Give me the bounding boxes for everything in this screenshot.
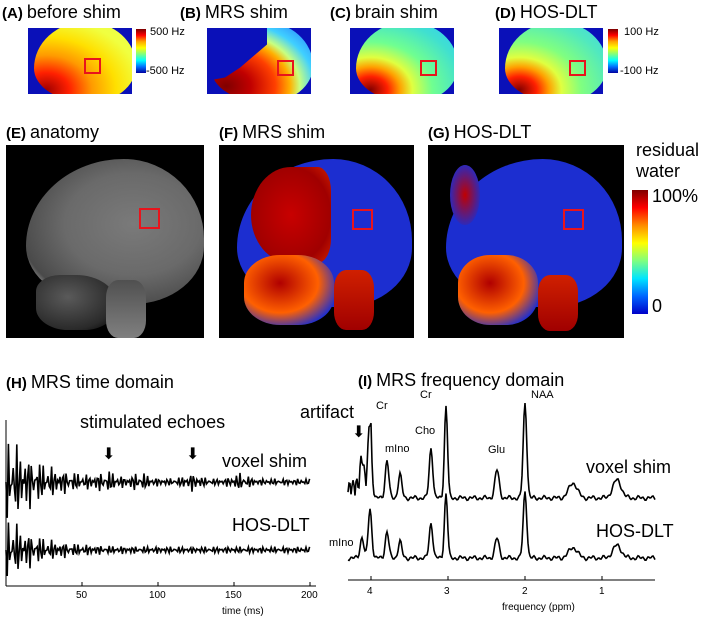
colorbar-field-100 — [608, 29, 618, 73]
x-tick-label: 2 — [522, 586, 528, 597]
voxel-roi — [420, 60, 437, 76]
panel-e-label: (E) anatomy — [6, 122, 100, 142]
peak-label-naa: NAA — [531, 389, 554, 401]
trace-label-hos-dlt: HOS-DLT — [232, 515, 310, 535]
x-axis-label: frequency (ppm) — [502, 602, 575, 613]
colorbar-max-label: 500 Hz — [150, 26, 185, 38]
voxel-roi — [84, 58, 101, 74]
arrow-down-icon: ⬇ — [102, 446, 116, 463]
artifact-annotation: artifact — [300, 402, 355, 422]
time-domain-plot — [5, 420, 316, 587]
arrow-down-icon: ⬇ — [352, 424, 366, 441]
frequency-domain-plot — [347, 402, 656, 581]
time-trace-hos-dlt — [5, 522, 311, 577]
colorbar-residual-water — [632, 190, 648, 314]
panel-c-label: (C) brain shim — [330, 2, 438, 22]
panel-b-label: (B) MRS shim — [180, 2, 288, 22]
peak-label-cho: Cho — [415, 425, 436, 437]
fieldmap-hos-dlt — [499, 28, 603, 94]
panel-h-label: (H) MRS time domain — [6, 372, 174, 392]
x-tick-label: 100 — [149, 590, 166, 601]
trace-label-voxel-shim: voxel shim — [222, 451, 308, 471]
anatomy-image — [6, 145, 204, 338]
peak-label-glu: Glu — [488, 444, 506, 456]
colorbar-max-label: 100 Hz — [624, 26, 659, 38]
x-tick-label: 1 — [599, 586, 605, 597]
colorbar-min-label: -500 Hz — [146, 65, 185, 77]
trace-label-hos-dlt: HOS-DLT — [596, 521, 674, 541]
x-tick-label: 50 — [76, 590, 88, 601]
arrow-down-icon: ⬇ — [186, 446, 200, 463]
colorbar-max-label: 100% — [652, 186, 699, 206]
x-tick-label: 4 — [367, 586, 373, 597]
colorbar-field-500 — [136, 29, 146, 73]
voxel-roi — [563, 209, 584, 230]
time-trace-voxel-shim — [5, 443, 311, 518]
panel-a-label: (A) before shim — [2, 2, 121, 22]
trace-label-voxel-shim: voxel shim — [586, 457, 672, 477]
panel-g-label: (G) HOS-DLT — [428, 122, 532, 142]
residual-water-hos-dlt — [428, 145, 624, 338]
fieldmap-before-shim — [28, 28, 132, 94]
spectrum-hos-dlt — [347, 491, 656, 562]
x-axis-label: time (ms) — [222, 606, 264, 617]
peak-label-mino: mIno — [385, 443, 410, 455]
panel-i-label: (I) MRS frequency domain — [358, 370, 565, 390]
x-tick-label: 150 — [225, 590, 242, 601]
peak-label-cr: Cr — [376, 400, 388, 412]
fieldmap-mrs-shim — [207, 28, 311, 94]
x-tick-label: 200 — [301, 590, 318, 601]
peak-label-cr: Cr — [420, 389, 432, 401]
peak-label-mino: mIno — [329, 537, 354, 549]
voxel-roi — [139, 208, 160, 229]
colorbar-title: residual water — [636, 140, 700, 181]
voxel-roi — [277, 60, 294, 76]
voxel-roi — [352, 209, 373, 230]
colorbar-min-label: -100 Hz — [620, 65, 659, 77]
fieldmap-brain-shim — [350, 28, 454, 94]
panel-d-label: (D) HOS-DLT — [495, 2, 598, 22]
stimulated-echoes-annotation: stimulated echoes — [80, 412, 226, 432]
residual-water-mrs-shim — [219, 145, 414, 338]
x-tick-label: 3 — [444, 586, 450, 597]
colorbar-min-label: 0 — [652, 296, 663, 316]
voxel-roi — [569, 60, 586, 76]
spectrum-voxel-shim — [347, 402, 656, 502]
panel-f-label: (F) MRS shim — [219, 122, 326, 142]
